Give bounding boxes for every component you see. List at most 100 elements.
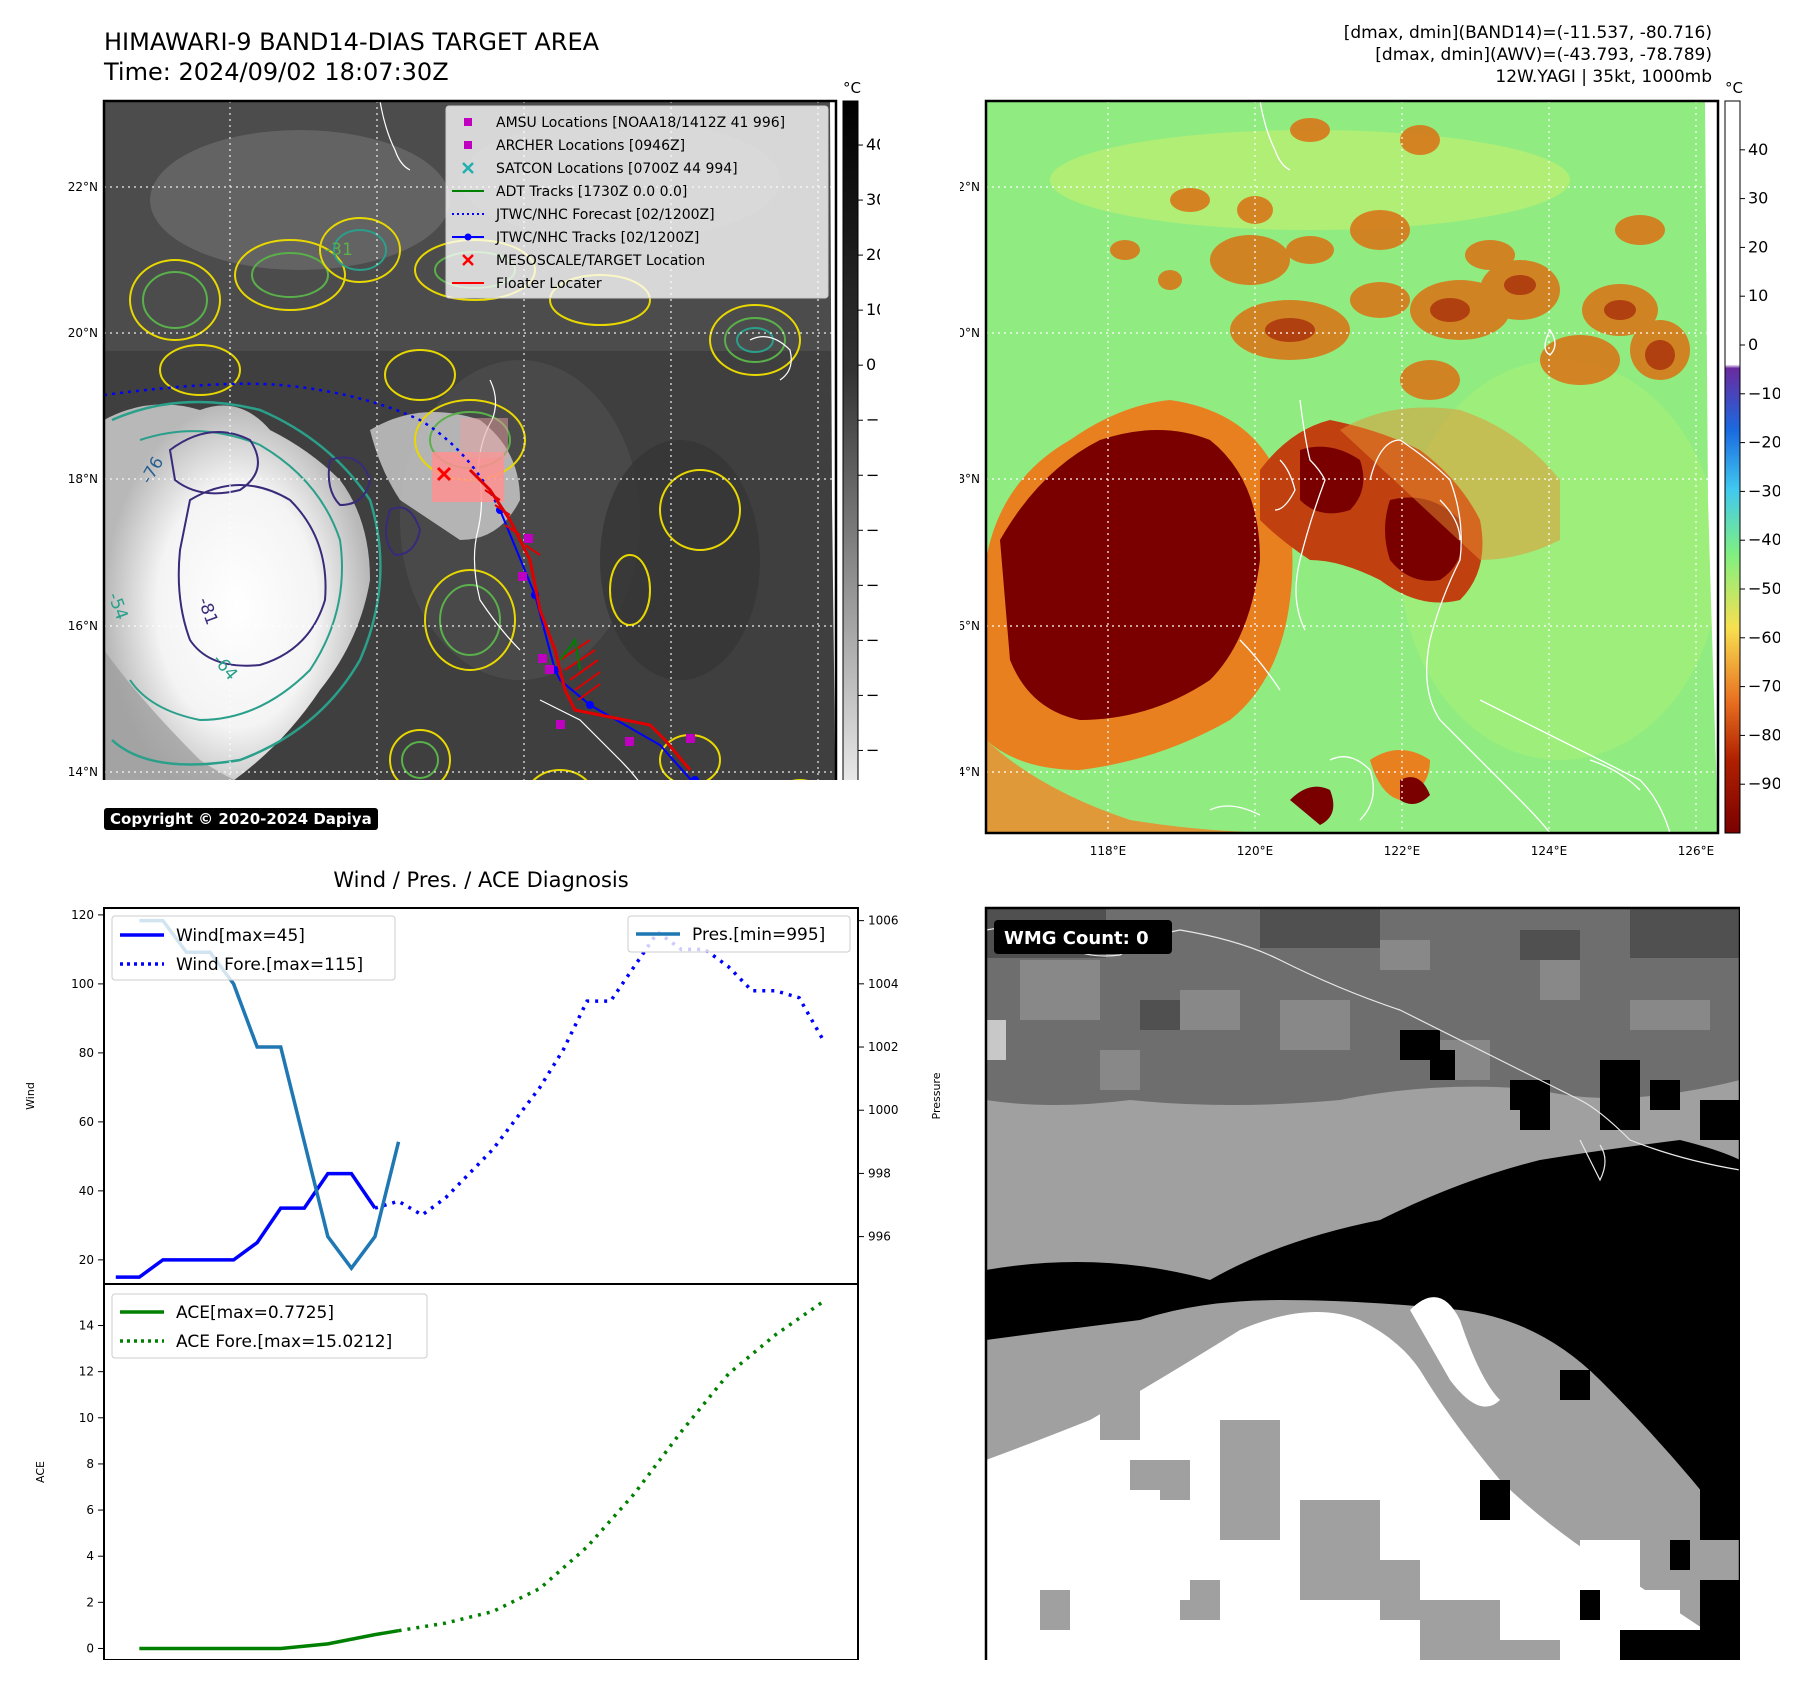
- colorbar-tick-label: −50: [866, 630, 880, 649]
- colorbar-tick-label: −90: [1748, 774, 1780, 793]
- pressure-legend-label: Pres.[min=995]: [692, 925, 825, 945]
- colorbar-tick-label: −60: [866, 685, 880, 704]
- figure-time: Time: 2024/09/02 18:07:30Z: [103, 58, 449, 86]
- colorbar-tick-label: −20: [866, 465, 880, 484]
- contour-label: -31: [325, 240, 353, 260]
- colorbar-tick-label: 0: [1748, 335, 1758, 354]
- colorbar-tick-label: 30: [1748, 189, 1768, 208]
- wmg-count: WMG Count: 0: [1004, 928, 1149, 949]
- ace-tick-label: 14: [79, 1319, 94, 1333]
- colorbar-tick-label: −80: [1748, 725, 1780, 744]
- series-line-ace-forecast: [398, 1300, 824, 1633]
- lat-tick: 22°N: [960, 180, 980, 194]
- wmg-cold-band: [986, 1140, 1740, 1540]
- lon-tick: 120°E: [1237, 844, 1274, 858]
- diagnosis-panel: Wind / Pres. / ACE Diagnosis Wind Pressu…: [24, 868, 943, 1660]
- legend-jtwc-tracks: JTWC/NHC Tracks [02/1200Z]: [495, 230, 699, 246]
- colorbar-tick-label: 10: [1748, 286, 1768, 305]
- ace-frame: [103, 1283, 859, 1660]
- pressure-tick-label: 1006: [868, 914, 899, 928]
- figure-title: HIMAWARI-9 BAND14-DIAS TARGET AREA: [104, 28, 600, 56]
- lon-tick: 118°E: [1090, 844, 1127, 858]
- pressure-tick-label: 1004: [868, 977, 899, 991]
- lat-tick: 14°N: [960, 765, 980, 779]
- ace-tick-label: 2: [86, 1595, 94, 1609]
- storm-info: 12W.YAGI | 35kt, 1000mb: [1495, 67, 1712, 87]
- lat-tick: 22°N: [68, 180, 98, 194]
- legend-adt: ADT Tracks [1730Z 0.0 0.0]: [496, 184, 687, 200]
- contour-ring: [327, 456, 372, 507]
- legend-archer: ARCHER Locations [0946Z]: [496, 138, 685, 154]
- colorbar-tick-label: −30: [866, 520, 880, 539]
- ir-map-panel: -76 -54 -81 -64 -31 AMSU Locations [NOAA…: [68, 79, 880, 780]
- cold-cloud-mass: [104, 404, 370, 780]
- pressure-tick-label: 1002: [868, 1040, 899, 1054]
- colorbar-tick-label: −10: [1748, 384, 1780, 403]
- lat-tick: 20°N: [68, 326, 98, 340]
- gray-colorbar: [842, 100, 859, 780]
- contour-ring: [129, 430, 343, 722]
- ace-legend: ACE[max=0.7725] ACE Fore.[max=15.0212]: [111, 1293, 428, 1359]
- contour-ring: [177, 484, 327, 667]
- color-colorbar-unit: °C: [1725, 79, 1743, 97]
- wind-legend-label: Wind[max=45]: [176, 926, 305, 946]
- ace-tick-label: 0: [86, 1641, 94, 1655]
- copyright-badge: Copyright © 2020-2024 Dapiya: [104, 808, 378, 830]
- colorbar-tick-label: −30: [1748, 481, 1780, 500]
- colorbar-tick-label: −50: [1748, 579, 1780, 598]
- wind-tick-label: 100: [71, 977, 94, 991]
- lat-tick: 18°N: [68, 472, 98, 486]
- wind-ylabel: Wind: [24, 1082, 37, 1110]
- lat-tick: 20°N: [960, 326, 980, 340]
- wmg-panel: WMG Count: 0: [984, 906, 1740, 1660]
- legend-target: MESOSCALE/TARGET Location: [496, 253, 705, 269]
- ace-tick-label: 12: [79, 1365, 94, 1379]
- colorbar-tick-label: −60: [1748, 628, 1780, 647]
- colorbar-tick-label: −10: [866, 410, 880, 429]
- gray-colorbar-unit: °C: [843, 79, 861, 97]
- contour-ring: [385, 506, 422, 557]
- lon-tick: 124°E: [1531, 844, 1568, 858]
- wind-tick-label: 60: [79, 1115, 94, 1129]
- ace-legend-label: ACE[max=0.7725]: [176, 1303, 334, 1323]
- legend-amsu: AMSU Locations [NOAA18/1412Z 41 996]: [496, 115, 785, 131]
- series-line-wind: [115, 1171, 377, 1279]
- color-colorbar: [1724, 100, 1741, 834]
- color-ir-frame: [984, 99, 1720, 835]
- wind-fore-legend-label: Wind Fore.[max=115]: [176, 955, 363, 975]
- ace-fore-legend-label: ACE Fore.[max=15.0212]: [176, 1332, 392, 1352]
- lon-tick: 126°E: [1678, 844, 1715, 858]
- colorbar-tick-label: 30: [866, 190, 880, 209]
- lat-tick: 14°N: [68, 765, 98, 779]
- colorbar-tick-label: −70: [1748, 677, 1780, 696]
- colorbar-tick-label: 0: [866, 355, 876, 374]
- lat-tick: 16°N: [960, 619, 980, 633]
- wind-tick-label: 40: [79, 1184, 94, 1198]
- series-line-ace: [139, 1628, 399, 1651]
- pressure-tick-label: 998: [868, 1166, 891, 1180]
- colorbar-tick-label: 10: [866, 300, 880, 319]
- wind-tick-label: 20: [79, 1253, 94, 1267]
- ace-tick-label: 10: [79, 1411, 94, 1425]
- map-legend: AMSU Locations [NOAA18/1412Z 41 996] ARC…: [445, 105, 829, 299]
- legend-floater: Floater Locater: [496, 276, 602, 292]
- legend-satcon: SATCON Locations [0700Z 44 994]: [496, 161, 738, 177]
- wmg-badge: [994, 920, 1172, 954]
- series-line-wind-forecast: [374, 929, 825, 1218]
- colorbar-tick-label: 40: [1748, 140, 1768, 159]
- colorbar-tick-label: 40: [866, 135, 880, 154]
- lat-tick: 16°N: [68, 619, 98, 633]
- pressure-tick-label: 1000: [868, 1103, 899, 1117]
- wind-legend: Wind[max=45] Wind Fore.[max=115]: [111, 915, 396, 981]
- colorbar-tick-label: 20: [1748, 237, 1768, 256]
- ace-tick-label: 6: [86, 1503, 94, 1517]
- dmax-band14: [dmax, dmin](BAND14)=(-11.537, -80.716): [1344, 23, 1712, 43]
- diagnosis-title: Wind / Pres. / ACE Diagnosis: [333, 868, 628, 892]
- lon-tick: 122°E: [1384, 844, 1421, 858]
- ir-map-frame: [102, 99, 838, 780]
- lat-tick: 18°N: [960, 472, 980, 486]
- pressure-tick-label: 996: [868, 1230, 891, 1244]
- colorbar-tick-label: −20: [1748, 433, 1780, 452]
- copyright-text: Copyright © 2020-2024 Dapiya: [110, 810, 372, 828]
- ace-tick-label: 8: [86, 1457, 94, 1471]
